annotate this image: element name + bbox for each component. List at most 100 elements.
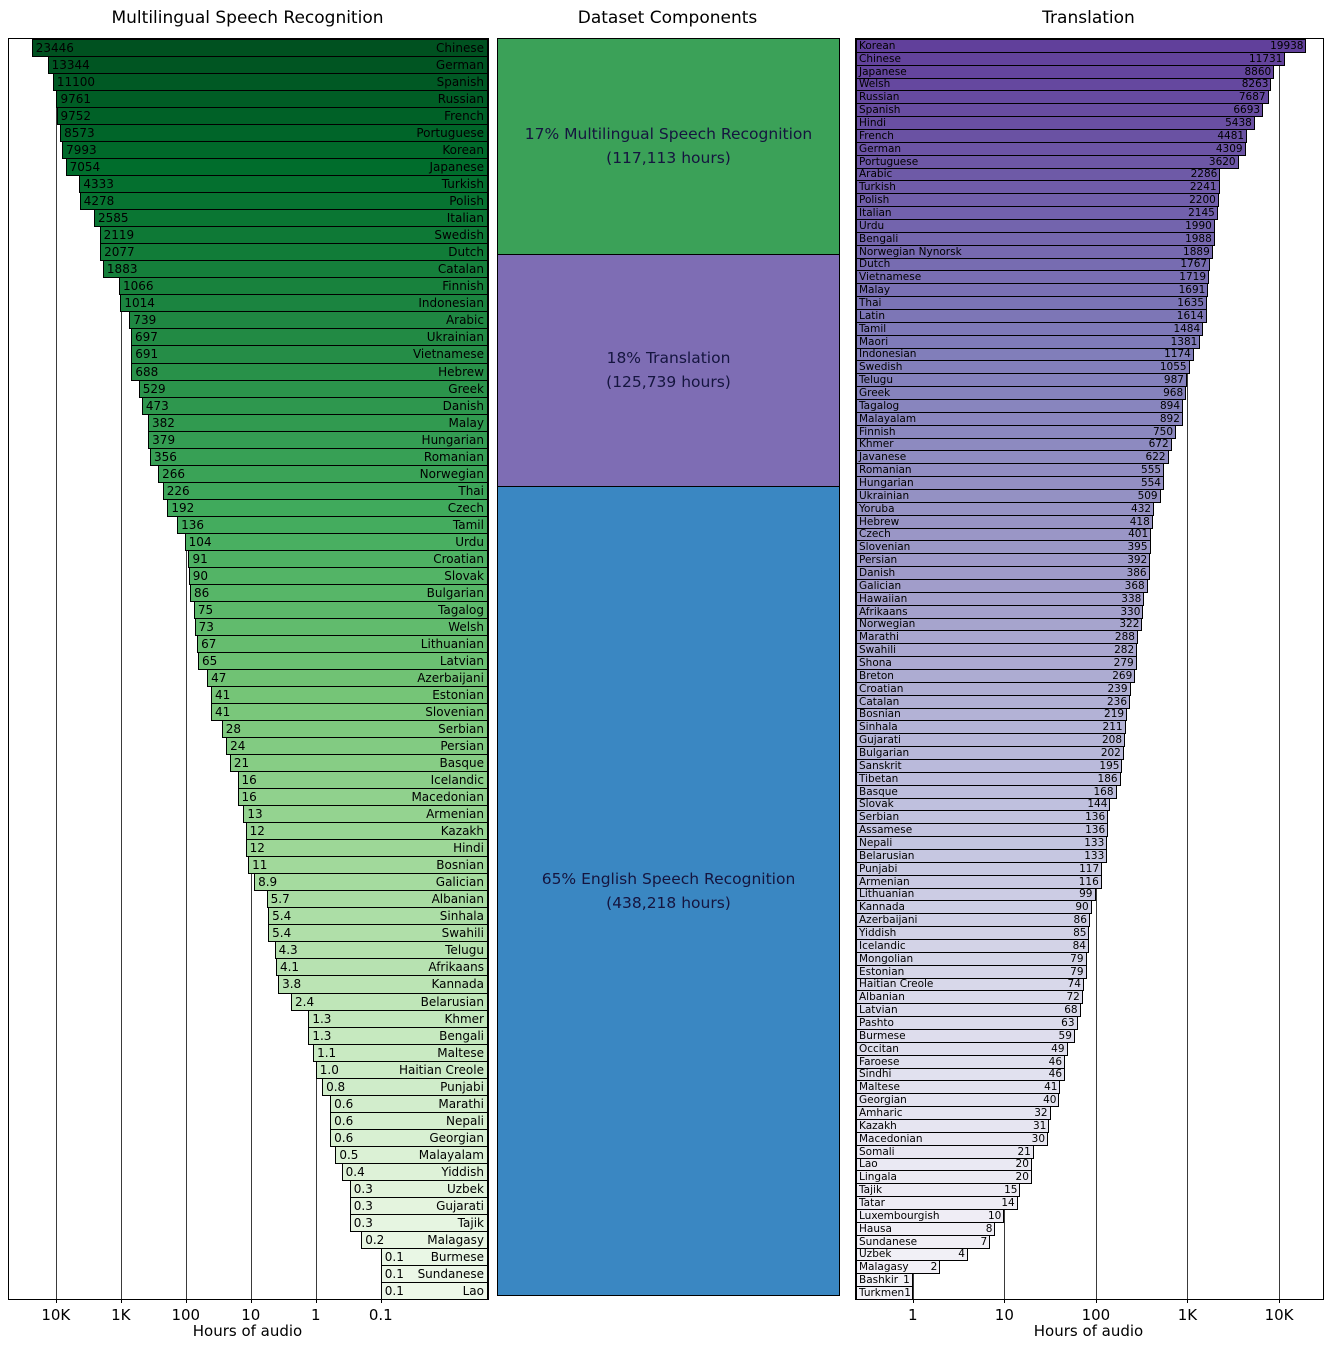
component-sublabel: (117,113 hours) (606, 149, 731, 168)
bar-value-label: 1719 (1179, 271, 1207, 284)
bar-value-label: 2241 (1189, 181, 1217, 194)
bar-value-label: 392 (1127, 554, 1148, 567)
bar-language-label: Czech (447, 500, 484, 515)
bar-vietnamese: 691 Vietnamese (131, 345, 488, 364)
bar-value-label: 322 (1119, 618, 1140, 631)
bar-hawaiian: Hawaiian 338 (856, 591, 1145, 606)
bar-value-label: 688 (135, 364, 159, 379)
bar-value-label: 894 (1159, 399, 1181, 412)
bar-value-label: 0.8 (326, 1079, 346, 1094)
bar-language-label: Tajik (859, 1184, 883, 1197)
bar-language-label: German (435, 58, 484, 73)
bar-indonesian: 1014 Indonesian (120, 294, 488, 313)
bar-language-label: Hebrew (438, 364, 484, 379)
bar-finnish: 1066 Finnish (118, 277, 488, 296)
bar-yiddish: Yiddish 85 (856, 926, 1090, 940)
bar-haitian-creole: 1.0 Haitian Creole (315, 1060, 488, 1079)
bar-language-label: Nepali (859, 837, 893, 850)
bar-value-label: 133 (1084, 849, 1105, 862)
bar-value-label: 279 (1113, 657, 1134, 670)
bar-language-label: Kannada (859, 901, 905, 914)
bar-value-label: 7054 (69, 160, 101, 175)
bar-value-label: 5.4 (272, 926, 292, 941)
bar-value-label: 6693 (1233, 104, 1261, 117)
bar-value-label: 473 (145, 398, 169, 413)
bar-korean: Korean 19938 (856, 39, 1307, 53)
bar-hebrew: Hebrew 418 (856, 514, 1153, 529)
bar-language-label: Japanese (429, 160, 484, 175)
bar-afrikaans: Afrikaans 330 (856, 604, 1144, 619)
bar-language-label: Turkmen (859, 1287, 905, 1300)
bar-value-label: 68 (1064, 1004, 1078, 1017)
bar-language-label: Ukrainian (859, 489, 910, 502)
bar-value-label: 13344 (51, 58, 90, 73)
bar-value-label: 186 (1097, 772, 1118, 785)
bar-language-label: Swedish (859, 361, 903, 374)
bar-value-label: 2585 (97, 211, 129, 226)
bar-language-label: Dutch (859, 258, 891, 271)
bar-sundanese: Sundanese 7 (856, 1234, 991, 1249)
bar-language-label: Belarusian (420, 994, 484, 1009)
bar-value-label: 432 (1131, 502, 1152, 515)
bar-value-label: 691 (135, 347, 159, 362)
bar-language-label: Azerbaijani (417, 671, 484, 685)
bar-language-label: Telugu (859, 374, 893, 387)
bar-language-label: Kazakh (859, 1119, 897, 1132)
bar-value-label: 8.9 (258, 875, 278, 890)
bar-value-label: 739 (133, 313, 157, 328)
bar-value-label: 46 (1048, 1068, 1063, 1081)
bar-language-label: Bengali (439, 1028, 484, 1043)
bar-norwegian: 266 Norwegian (158, 464, 488, 483)
bar-breton: Breton 269 (856, 669, 1136, 683)
bar-value-label: 4.3 (278, 943, 298, 958)
bar-malay: 382 Malay (147, 413, 488, 432)
bar-value-label: 168 (1093, 785, 1114, 798)
bar-value-label: 3620 (1208, 155, 1236, 168)
bar-value-label: 356 (153, 449, 177, 464)
bar-norwegian-nynorsk: Norwegian Nynorsk 1889 (856, 244, 1213, 259)
bar-language-label: Punjabi (859, 862, 898, 875)
bar-language-label: Persian (859, 554, 898, 567)
bar-language-label: Swahili (441, 926, 484, 941)
bar-value-label: 418 (1129, 515, 1150, 528)
bar-afrikaans: 4.1 Afrikaans (275, 958, 488, 977)
bar-value-label: 5.7 (270, 892, 290, 907)
bar-malagasy: Malagasy 2 (856, 1260, 941, 1275)
bar-value-label: 1381 (1170, 335, 1198, 348)
bar-bosnian: Bosnian 219 (856, 707, 1128, 722)
axis-tick-label: 100 (171, 1306, 201, 1324)
bar-french: French 4481 (856, 129, 1248, 143)
bar-value-label: 0.6 (334, 1113, 354, 1128)
bar-value-label: 2145 (1188, 207, 1215, 220)
bar-value-label: 192 (171, 500, 195, 515)
bar-language-label: Bosnian (436, 858, 484, 873)
bar-value-label: 2119 (103, 228, 135, 243)
bar-language-label: Vietnamese (412, 347, 484, 362)
bar-value-label: 0.1 (384, 1249, 404, 1264)
axis-tick-label: 1 (907, 1306, 918, 1324)
bar-language-label: Shona (859, 657, 892, 670)
bar-value-label: 7 (980, 1235, 988, 1248)
bar-language-label: Serbian (438, 722, 484, 737)
bar-language-label: Pashto (859, 1017, 894, 1030)
gridline (1187, 39, 1189, 1299)
bar-value-label: 74 (1067, 978, 1081, 991)
axis-tick-label: 100 (1081, 1306, 1111, 1324)
bar-language-label: Albanian (431, 892, 484, 907)
bar-language-label: Malayalam (859, 412, 917, 425)
bar-language-label: Armenian (859, 875, 910, 888)
bar-sindhi: Sindhi 46 (856, 1067, 1066, 1082)
bar-value-label: 8860 (1244, 65, 1272, 78)
bar-malagasy: 0.2 Malagasy (361, 1230, 488, 1249)
bar-language-label: Tamil (859, 322, 887, 335)
bar-albanian: 5.7 Albanian (266, 890, 488, 909)
bar-value-label: 90 (192, 568, 209, 583)
bar-language-label: Afrikaans (859, 605, 908, 618)
bar-language-label: Swahili (859, 644, 897, 657)
bar-language-label: Malagasy (859, 1261, 909, 1274)
bar-language-label: Bulgarian (859, 747, 910, 760)
bar-value-label: 672 (1148, 438, 1169, 451)
bar-language-label: Khmer (444, 1011, 484, 1026)
bar-value-label: 72 (1066, 991, 1080, 1004)
bar-value-label: 219 (1104, 708, 1125, 721)
